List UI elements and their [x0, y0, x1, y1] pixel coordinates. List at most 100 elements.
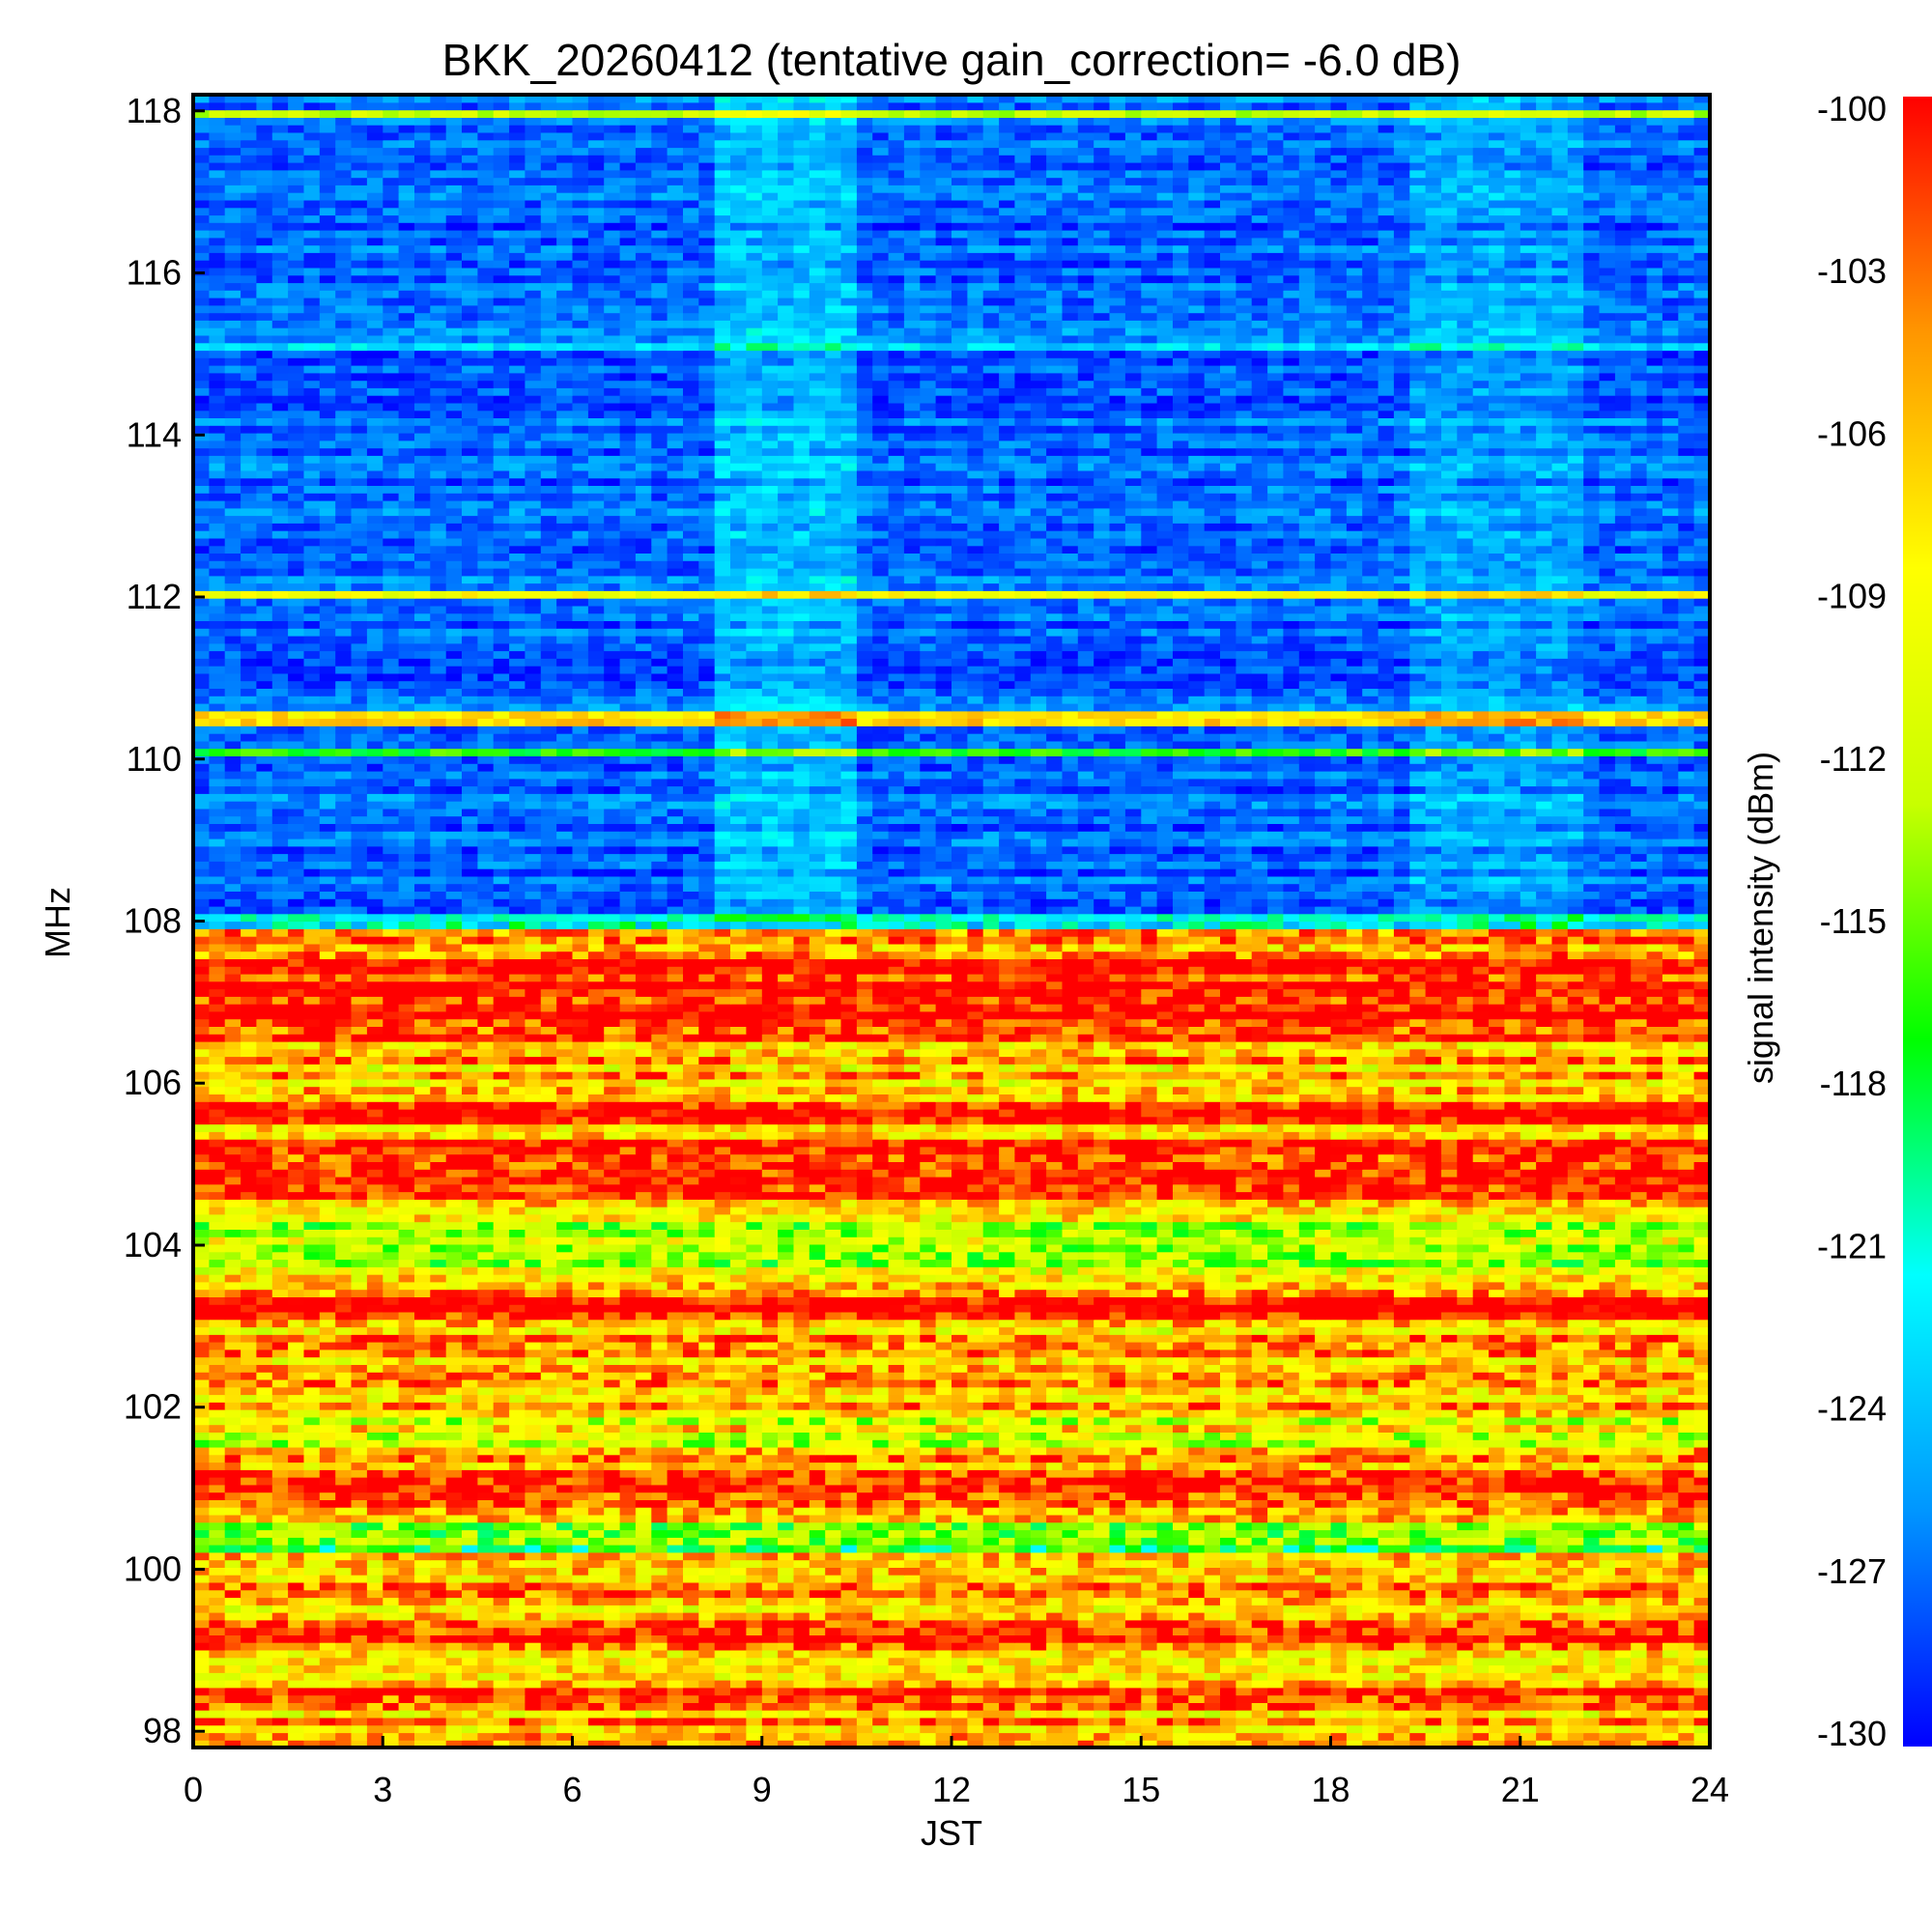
heatmap-cell [1315, 1710, 1332, 1719]
heatmap-cell [903, 1402, 921, 1410]
heatmap-cell [1220, 1521, 1236, 1531]
heatmap-cell [1378, 1612, 1395, 1621]
heatmap-cell [683, 1551, 699, 1561]
heatmap-cell [540, 1545, 557, 1553]
heatmap-cell [809, 1724, 826, 1734]
heatmap-cell [999, 1409, 1016, 1418]
heatmap-cell [1472, 1394, 1490, 1403]
heatmap-cell [903, 1694, 921, 1703]
heatmap-cell [619, 1394, 637, 1403]
heatmap-cell [572, 1394, 589, 1403]
heatmap-cell [1536, 1364, 1553, 1373]
heatmap-cell [872, 1605, 890, 1613]
heatmap-cell [335, 1545, 353, 1553]
heatmap-cell [1678, 1356, 1695, 1365]
heatmap-cell [1614, 1634, 1632, 1643]
heatmap-cell [1077, 1589, 1094, 1599]
heatmap-cell [714, 1529, 731, 1538]
heatmap-cell [587, 1484, 605, 1493]
heatmap-cell [241, 1664, 258, 1673]
heatmap-cell [619, 1687, 637, 1696]
heatmap-cell [398, 1545, 415, 1553]
heatmap-cell [1520, 1634, 1537, 1643]
heatmap-cell [509, 1732, 526, 1741]
heatmap-cell [1030, 1514, 1047, 1523]
heatmap-cell [1646, 1372, 1663, 1380]
heatmap-cell [1520, 1484, 1537, 1493]
heatmap-cell [509, 1672, 526, 1681]
heatmap-cell [888, 1514, 905, 1523]
heatmap-cell [698, 1642, 716, 1651]
heatmap-cell [493, 1394, 510, 1403]
heatmap-cell [1551, 1710, 1569, 1719]
heatmap-cell [1362, 1657, 1379, 1666]
heatmap-cell [1457, 1386, 1474, 1396]
heatmap-cell [872, 1424, 890, 1433]
heatmap-cell [1283, 1717, 1300, 1726]
heatmap-cell [935, 1619, 952, 1629]
heatmap-cell [809, 1402, 826, 1410]
heatmap-cell [1646, 1462, 1663, 1470]
heatmap-cell [1599, 1612, 1616, 1621]
heatmap-cell [1662, 1702, 1679, 1711]
heatmap-cell [1267, 1717, 1285, 1726]
heatmap-cell [398, 1454, 415, 1463]
heatmap-cell [1109, 1575, 1126, 1583]
heatmap-cell [1457, 1619, 1474, 1629]
heatmap-cell [366, 1469, 384, 1478]
heatmap-cell [604, 1386, 621, 1396]
heatmap-cell [920, 1672, 937, 1681]
heatmap-cell [825, 1597, 842, 1605]
heatmap-cell [303, 1605, 321, 1613]
heatmap-cell [193, 1386, 210, 1396]
heatmap-cell [477, 1416, 495, 1426]
heatmap-cell [1614, 1694, 1632, 1703]
heatmap-cell [241, 1469, 258, 1478]
heatmap-cell [1220, 1575, 1236, 1583]
heatmap-cell [509, 1680, 526, 1689]
heatmap-cell [935, 1687, 952, 1696]
heatmap-cell [999, 1649, 1016, 1659]
heatmap-cell [366, 1439, 384, 1448]
heatmap-cell [256, 1559, 273, 1568]
heatmap-cell [935, 1477, 952, 1486]
heatmap-cell [398, 1364, 415, 1373]
heatmap-cell [888, 1537, 905, 1546]
heatmap-cell [1693, 1605, 1711, 1613]
heatmap-cell [888, 1597, 905, 1605]
heatmap-cell [493, 1717, 510, 1726]
heatmap-cell [1504, 1559, 1521, 1568]
heatmap-cell [1283, 1710, 1300, 1719]
heatmap-cell [651, 1551, 668, 1561]
heatmap-cell [319, 1394, 336, 1403]
heatmap-cell [1378, 1732, 1395, 1741]
heatmap-cell [967, 1432, 984, 1440]
heatmap-cell [430, 1439, 447, 1448]
heatmap-cell [888, 1432, 905, 1440]
heatmap-cell [1662, 1424, 1679, 1433]
heatmap-cell [1077, 1424, 1094, 1433]
heatmap-cell [1631, 1454, 1648, 1463]
heatmap-cell [967, 1416, 984, 1426]
heatmap-cell [1599, 1424, 1616, 1433]
heatmap-cell [1409, 1409, 1427, 1418]
heatmap-cell [1362, 1589, 1379, 1599]
heatmap-cell [1441, 1537, 1458, 1546]
heatmap-cell [651, 1642, 668, 1651]
heatmap-cell [1109, 1356, 1126, 1365]
heatmap-cell [1330, 1484, 1348, 1493]
heatmap-cell [383, 1717, 400, 1726]
heatmap-cell [1362, 1605, 1379, 1613]
heatmap-cell [1298, 1529, 1316, 1538]
heatmap-cell [651, 1694, 668, 1703]
heatmap-cell [667, 1740, 684, 1748]
heatmap-cell [193, 1356, 210, 1365]
heatmap-cell [1504, 1717, 1521, 1726]
heatmap-cell [271, 1597, 289, 1605]
heatmap-cell [714, 1364, 731, 1373]
heatmap-cell [1141, 1702, 1158, 1711]
heatmap-cell [224, 1559, 242, 1568]
heatmap-cell [1599, 1477, 1616, 1486]
heatmap-cell [1536, 1740, 1553, 1748]
heatmap-cell [1678, 1567, 1695, 1576]
